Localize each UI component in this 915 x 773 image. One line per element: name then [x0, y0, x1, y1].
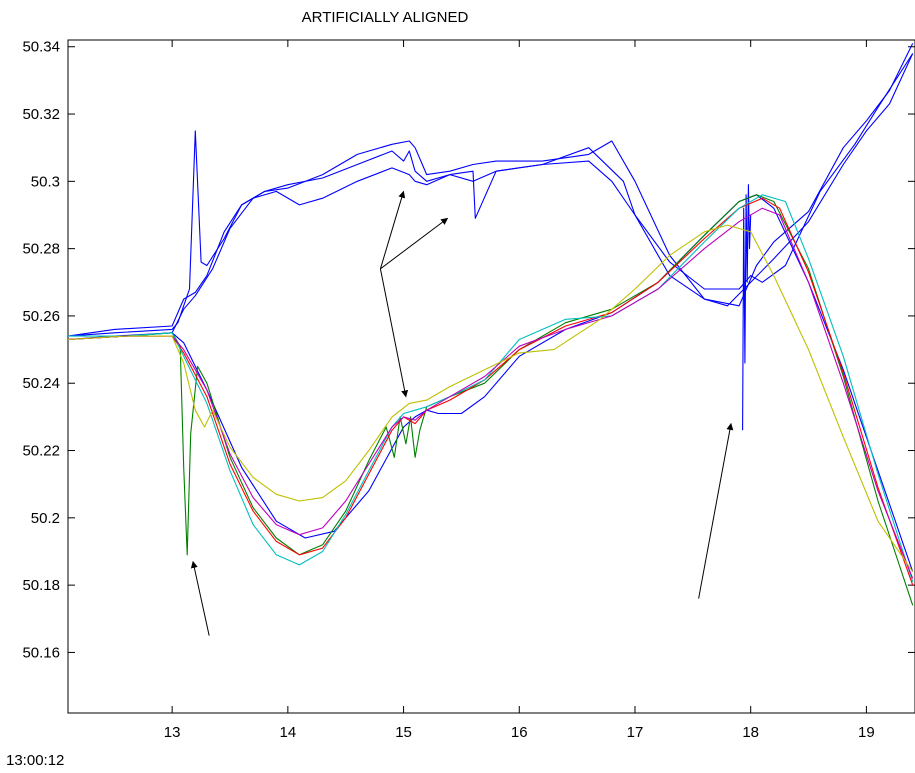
chart-title: ARTIFICIALLY ALIGNED [302, 9, 469, 26]
y-tick-label: 50.2 [31, 510, 60, 527]
annotation-arrow [190, 560, 210, 636]
y-tick-label: 50.3 [31, 173, 60, 190]
y-tick-label: 50.24 [22, 375, 60, 392]
x-axis: 13 14 15 16 17 18 19 [164, 40, 875, 741]
y-tick-label: 50.28 [22, 241, 60, 258]
annotation-arrow [380, 217, 449, 270]
x-tick-label: 17 [627, 724, 644, 741]
annotation-arrows [190, 190, 734, 636]
x-tick-label: 15 [395, 724, 412, 741]
time-origin-label: 13:00:12 [6, 752, 64, 769]
annotation-arrow [379, 268, 409, 398]
y-axis: 50.16 50.18 50.2 50.22 50.24 50.26 50.28 50.3 50… [22, 39, 915, 661]
annotation-arrow [698, 422, 734, 599]
x-tick-label: 13 [164, 724, 181, 741]
y-tick-label: 50.22 [22, 443, 60, 460]
series-layer [68, 43, 914, 606]
y-tick-label: 50.18 [22, 577, 60, 594]
series-line-blue-4 [742, 184, 752, 431]
y-tick-label: 50.34 [22, 39, 60, 56]
x-tick-label: 16 [511, 724, 528, 741]
y-tick-label: 50.16 [22, 644, 60, 661]
series-line-blue-3 [68, 194, 914, 572]
series-line-cyan-7 [68, 194, 914, 582]
annotation-arrow [379, 190, 406, 269]
x-tick-label: 18 [742, 724, 759, 741]
series-line-magenta-8 [68, 207, 914, 579]
y-tick-label: 50.32 [22, 106, 60, 123]
series-line-blue-1 [68, 53, 914, 337]
x-tick-label: 14 [280, 724, 297, 741]
series-line-yellow-9 [68, 224, 914, 573]
y-tick-label: 50.26 [22, 308, 60, 325]
x-tick-label: 19 [858, 724, 875, 741]
series-line-red-6 [68, 197, 914, 586]
series-line-green-5 [68, 194, 914, 606]
series-line-blue-0 [68, 43, 914, 337]
series-line-blue-2 [68, 53, 914, 341]
